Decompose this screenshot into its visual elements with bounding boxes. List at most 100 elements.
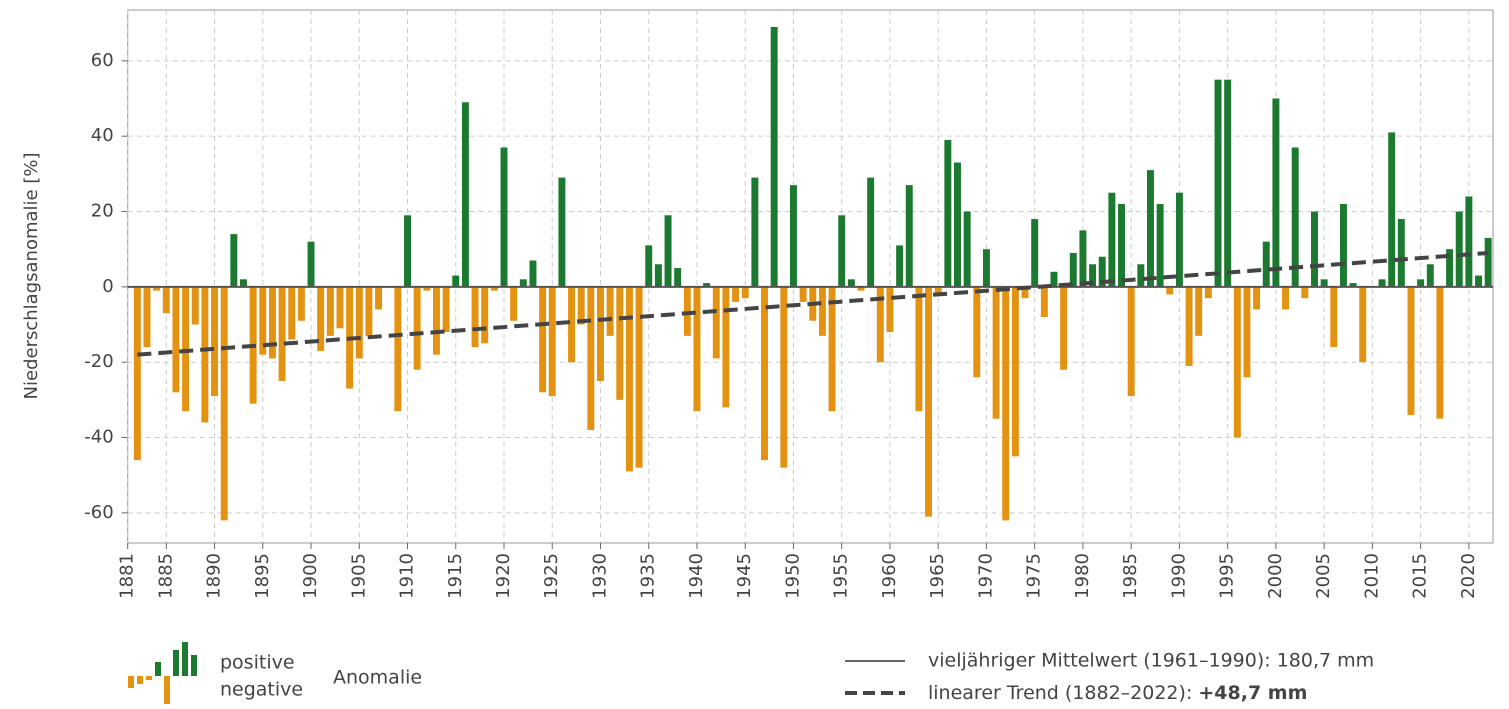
x-tick-label: 2000 — [1265, 553, 1286, 599]
bar — [394, 286, 402, 412]
bar — [1311, 211, 1318, 287]
bar — [1484, 237, 1492, 287]
bar — [297, 286, 305, 321]
bar — [963, 211, 971, 287]
bar — [1253, 286, 1261, 310]
bar — [1417, 279, 1425, 287]
x-tick-label: 1990 — [1168, 553, 1189, 599]
bar — [1262, 241, 1270, 287]
bar — [1233, 286, 1241, 438]
x-tick-label: 1980 — [1072, 553, 1093, 599]
y-axis-label: Niederschlagsanomalie [%] — [21, 153, 42, 400]
bar — [1021, 286, 1029, 299]
bar — [1098, 256, 1106, 287]
x-tick-label: 2020 — [1458, 553, 1479, 599]
bar — [857, 286, 865, 291]
bar — [606, 286, 614, 336]
bar — [934, 286, 942, 295]
x-tick-label: 1910 — [397, 553, 418, 599]
bar — [539, 286, 547, 393]
bar — [182, 286, 190, 412]
bar — [568, 286, 576, 363]
x-tick-label: 2015 — [1410, 553, 1431, 599]
bar — [1320, 279, 1328, 287]
bar — [1301, 286, 1309, 299]
bar — [925, 286, 933, 517]
bar — [1060, 286, 1068, 370]
bar — [915, 286, 923, 412]
bar — [847, 279, 855, 287]
bar — [336, 286, 344, 329]
bar — [1291, 147, 1299, 287]
bar — [1407, 286, 1415, 415]
bar — [982, 249, 990, 287]
bar — [645, 245, 653, 287]
bar — [268, 286, 276, 359]
x-tick-label: 1935 — [638, 553, 659, 599]
bar — [944, 139, 952, 287]
bar — [1378, 279, 1386, 287]
bar — [896, 245, 904, 287]
trend-change: +48,7 mm — [1198, 682, 1307, 704]
bar — [143, 286, 151, 348]
bar — [230, 234, 238, 287]
bar — [1214, 79, 1222, 287]
bar — [529, 260, 537, 287]
x-tick-label: 2010 — [1361, 553, 1382, 599]
x-tick-label: 1985 — [1120, 553, 1141, 599]
bar — [1359, 286, 1367, 363]
bar — [365, 286, 373, 336]
x-tick-label: 1960 — [879, 553, 900, 599]
bar — [519, 279, 527, 287]
bar — [751, 177, 759, 287]
bar — [876, 286, 884, 363]
bar — [1108, 192, 1116, 287]
x-tick-label: 1900 — [300, 553, 321, 599]
bar — [548, 286, 556, 397]
bar — [326, 286, 334, 336]
y-tick-label: -60 — [84, 502, 113, 523]
bar — [674, 268, 682, 287]
bar — [954, 162, 961, 287]
x-tick-label: 1881 — [117, 553, 138, 599]
bar — [587, 286, 595, 430]
x-tick-label: 1885 — [155, 553, 176, 599]
y-tick-label: 20 — [91, 201, 114, 222]
legend-title: Anomalie — [333, 667, 422, 689]
bar — [1465, 196, 1473, 287]
bar — [1339, 203, 1347, 287]
legend-positive: positive — [220, 652, 295, 674]
bar — [1349, 283, 1357, 287]
bar — [1002, 286, 1010, 521]
bar — [1089, 264, 1097, 287]
bar — [1127, 286, 1135, 397]
bar — [211, 286, 219, 397]
x-tick-label: 1995 — [1217, 553, 1238, 599]
bar — [828, 286, 836, 412]
bar — [625, 286, 633, 472]
legend-negative: negative — [220, 679, 303, 701]
bar — [1388, 132, 1396, 287]
bar — [886, 286, 894, 333]
bar — [973, 286, 981, 378]
bar — [664, 215, 672, 287]
bar — [1243, 286, 1251, 378]
bar — [1475, 275, 1483, 287]
bar — [1282, 286, 1290, 310]
bar — [1224, 79, 1232, 287]
x-tick-label: 1930 — [589, 553, 610, 599]
bar — [1185, 286, 1193, 366]
legend-mean: vieljähriger Mittelwert (1961–1990): 180… — [928, 650, 1374, 672]
bar — [490, 286, 498, 291]
bar — [201, 286, 209, 423]
bar — [220, 286, 228, 521]
bar — [703, 283, 711, 287]
bar — [597, 286, 604, 382]
bar — [481, 286, 489, 344]
bar — [1118, 203, 1125, 287]
bar — [722, 286, 730, 408]
y-tick-label: 40 — [91, 125, 114, 146]
bar — [404, 215, 411, 287]
bar — [413, 286, 421, 370]
bar — [1426, 264, 1434, 287]
